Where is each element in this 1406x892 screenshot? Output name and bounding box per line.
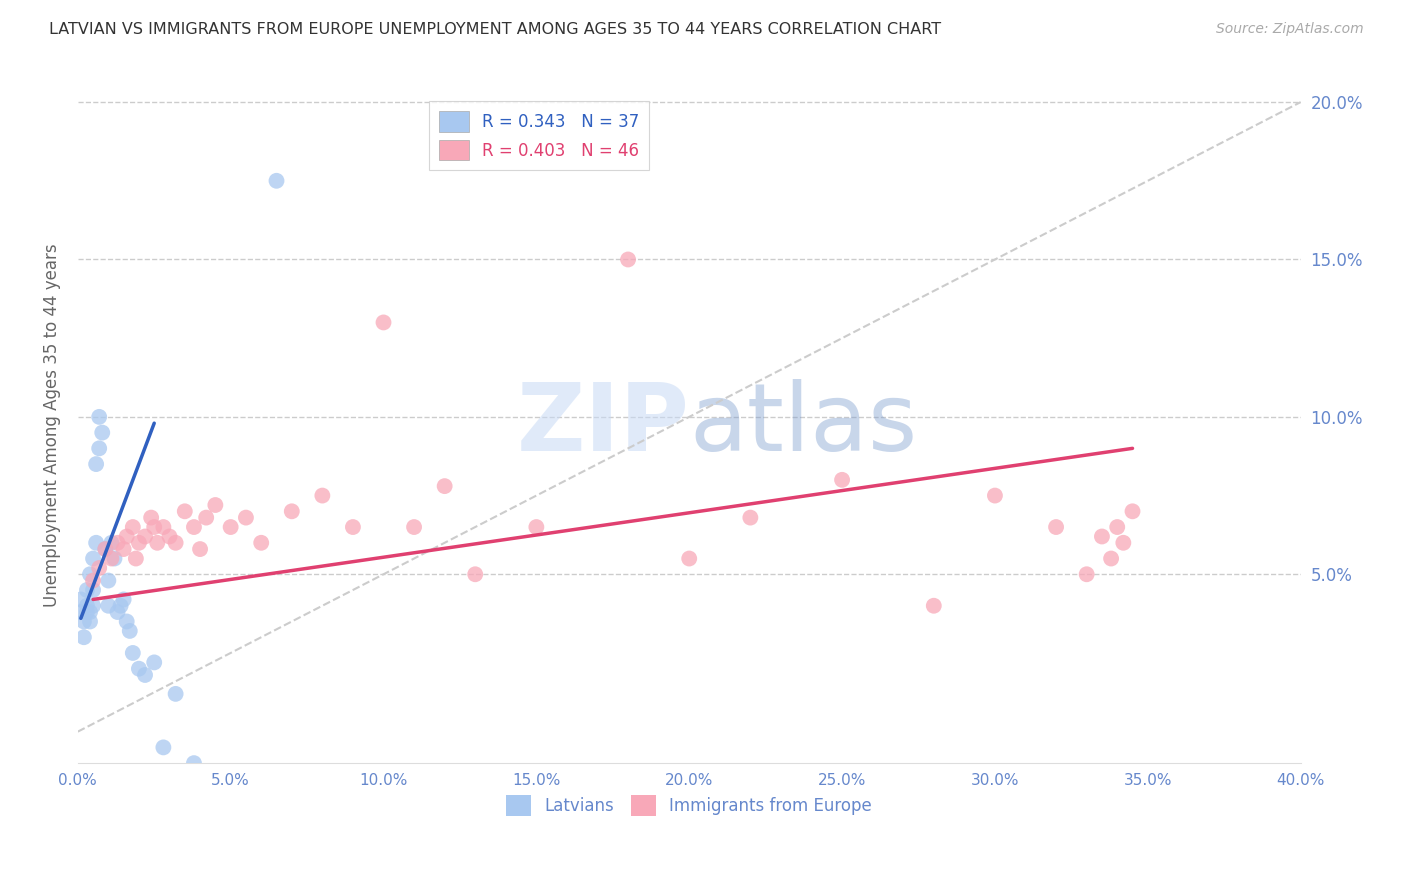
Point xyxy=(152,740,174,755)
Point xyxy=(107,536,129,550)
Point xyxy=(1099,551,1122,566)
Point xyxy=(84,457,107,471)
Point xyxy=(922,599,945,613)
Point xyxy=(1045,520,1067,534)
Point xyxy=(1076,567,1098,582)
Y-axis label: Unemployment Among Ages 35 to 44 years: Unemployment Among Ages 35 to 44 years xyxy=(44,243,60,607)
Point xyxy=(100,536,122,550)
Point xyxy=(165,536,187,550)
Point xyxy=(173,504,195,518)
Point xyxy=(204,772,226,786)
Point xyxy=(103,551,125,566)
Point xyxy=(617,252,640,267)
Point xyxy=(219,520,242,534)
Point xyxy=(134,668,156,682)
Point xyxy=(143,656,166,670)
Point xyxy=(94,542,117,557)
Point xyxy=(831,473,853,487)
Point xyxy=(146,536,169,550)
Point xyxy=(121,520,143,534)
Point xyxy=(89,561,111,575)
Text: ZIP: ZIP xyxy=(516,379,689,471)
Point xyxy=(82,551,104,566)
Point xyxy=(740,510,762,524)
Point xyxy=(1091,529,1114,543)
Point xyxy=(188,542,211,557)
Point xyxy=(94,542,117,557)
Point xyxy=(195,510,218,524)
Point xyxy=(183,756,205,771)
Point xyxy=(143,520,166,534)
Point xyxy=(404,520,426,534)
Point xyxy=(464,567,486,582)
Point xyxy=(115,529,138,543)
Text: Source: ZipAtlas.com: Source: ZipAtlas.com xyxy=(1216,22,1364,37)
Point xyxy=(128,536,150,550)
Point xyxy=(125,551,148,566)
Point xyxy=(84,536,107,550)
Point xyxy=(82,582,104,597)
Point xyxy=(115,615,138,629)
Point xyxy=(128,662,150,676)
Point xyxy=(250,536,273,550)
Point xyxy=(1121,504,1143,518)
Point xyxy=(89,409,111,424)
Point xyxy=(266,174,288,188)
Point xyxy=(82,574,104,588)
Point xyxy=(69,592,91,607)
Point xyxy=(1107,520,1129,534)
Point xyxy=(107,605,129,619)
Point xyxy=(235,510,257,524)
Point xyxy=(311,489,333,503)
Point xyxy=(678,551,700,566)
Point xyxy=(97,599,120,613)
Point xyxy=(76,582,98,597)
Point xyxy=(118,624,141,638)
Point xyxy=(69,605,91,619)
Point xyxy=(1112,536,1135,550)
Point xyxy=(91,425,114,440)
Point xyxy=(76,605,98,619)
Point xyxy=(79,605,101,619)
Point xyxy=(76,599,98,613)
Point xyxy=(121,646,143,660)
Point xyxy=(112,592,135,607)
Point xyxy=(165,687,187,701)
Text: LATVIAN VS IMMIGRANTS FROM EUROPE UNEMPLOYMENT AMONG AGES 35 TO 44 YEARS CORRELA: LATVIAN VS IMMIGRANTS FROM EUROPE UNEMPL… xyxy=(49,22,942,37)
Point xyxy=(97,574,120,588)
Point xyxy=(73,630,96,644)
Point xyxy=(89,442,111,456)
Point xyxy=(152,520,174,534)
Point xyxy=(373,315,395,329)
Point xyxy=(433,479,456,493)
Text: atlas: atlas xyxy=(689,379,918,471)
Point xyxy=(183,520,205,534)
Point xyxy=(342,520,364,534)
Point xyxy=(159,529,181,543)
Point xyxy=(141,510,163,524)
Point xyxy=(112,542,135,557)
Point xyxy=(79,615,101,629)
Point xyxy=(73,615,96,629)
Point xyxy=(100,551,122,566)
Point xyxy=(79,567,101,582)
Point xyxy=(524,520,547,534)
Point xyxy=(110,599,132,613)
Point xyxy=(82,599,104,613)
Legend: Latvians, Immigrants from Europe: Latvians, Immigrants from Europe xyxy=(499,789,879,822)
Point xyxy=(204,498,226,512)
Point xyxy=(134,529,156,543)
Point xyxy=(281,504,304,518)
Point xyxy=(984,489,1007,503)
